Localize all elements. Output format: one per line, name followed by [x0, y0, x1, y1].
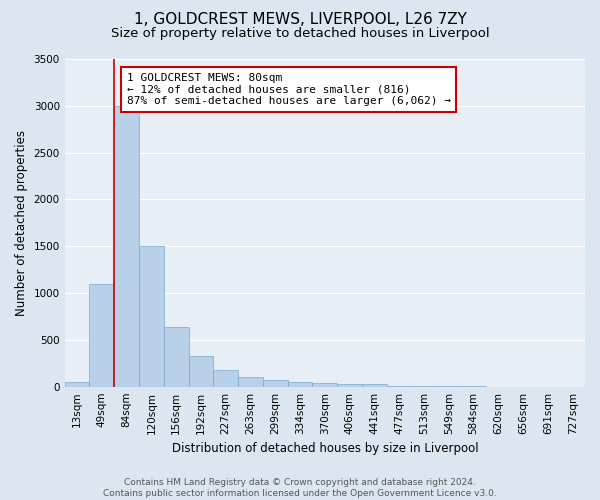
- Bar: [287, 382, 313, 386]
- X-axis label: Distribution of detached houses by size in Liverpool: Distribution of detached houses by size …: [172, 442, 478, 455]
- Bar: [164, 327, 188, 386]
- Text: 1, GOLDCREST MEWS, LIVERPOOL, L26 7ZY: 1, GOLDCREST MEWS, LIVERPOOL, L26 7ZY: [134, 12, 466, 28]
- Text: Size of property relative to detached houses in Liverpool: Size of property relative to detached ho…: [110, 28, 490, 40]
- Bar: [214, 370, 238, 386]
- Text: 1 GOLDCREST MEWS: 80sqm
← 12% of detached houses are smaller (816)
87% of semi-d: 1 GOLDCREST MEWS: 80sqm ← 12% of detache…: [127, 73, 451, 106]
- Bar: [238, 378, 263, 386]
- Bar: [114, 106, 139, 386]
- Bar: [139, 246, 164, 386]
- Bar: [362, 384, 387, 386]
- Bar: [313, 383, 337, 386]
- Bar: [188, 356, 214, 386]
- Bar: [65, 382, 89, 386]
- Text: Contains HM Land Registry data © Crown copyright and database right 2024.
Contai: Contains HM Land Registry data © Crown c…: [103, 478, 497, 498]
- Y-axis label: Number of detached properties: Number of detached properties: [15, 130, 28, 316]
- Bar: [89, 284, 114, 387]
- Bar: [263, 380, 287, 386]
- Bar: [337, 384, 362, 386]
